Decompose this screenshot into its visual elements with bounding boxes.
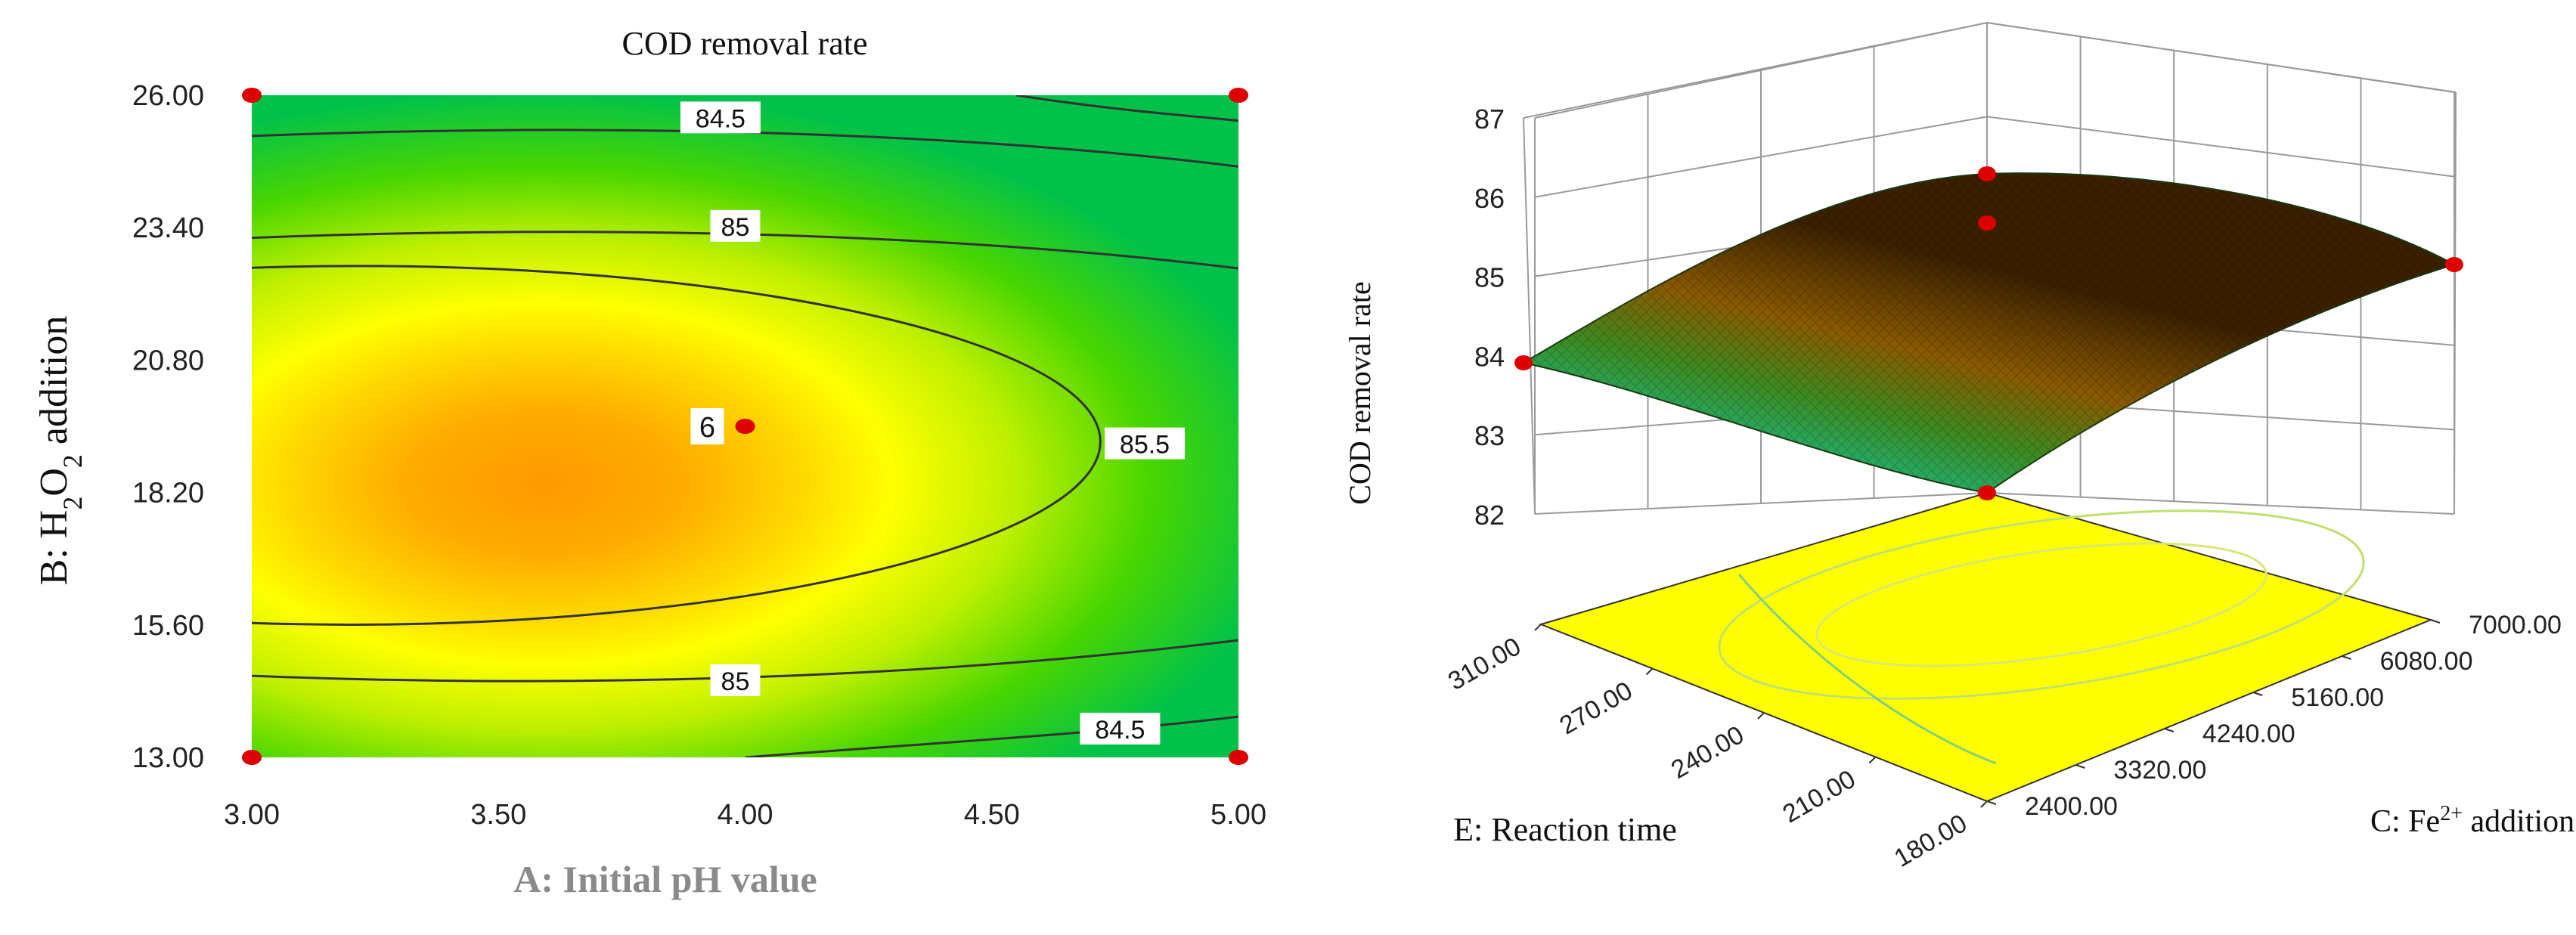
surface-mesh [1524,173,2454,493]
y-tick-label: 23.40 [132,212,204,244]
z-axis-label: COD removal rate [1343,281,1377,504]
design-point [242,750,262,765]
contour-label: 85 [710,664,761,696]
contour-line [1016,95,1238,122]
x-tick-label: 4.00 [718,799,773,831]
e-tick-label: 270.00 [1555,676,1637,741]
surface-design-point [1978,166,1996,181]
svg-text:84.5: 84.5 [1095,716,1145,745]
z-tick-labels: 82 83 84 85 86 87 [1474,104,1505,531]
contour-label: 84.5 [1080,712,1161,745]
svg-text:84.5: 84.5 [696,104,746,133]
surface-design-point [2445,257,2463,272]
contour-line [252,231,1238,270]
c-tick-label: 7000.00 [2469,611,2562,639]
e-tick-label: 240.00 [1666,720,1749,785]
y-axis-label: B: H2O2 addition [33,316,88,586]
y-tick-label: 18.20 [132,478,204,509]
y-tick-label: 15.60 [132,610,204,642]
design-point [242,88,262,103]
x-axis-label: A: Initial pH value [513,858,817,900]
x-tick-labels: 3.00 3.50 4.00 4.50 5.00 [224,799,1266,831]
surface-design-point [1978,215,1996,231]
c-tick-label: 5160.00 [2291,683,2384,712]
z-tick-label: 85 [1474,262,1505,293]
e-tick-label: 210.00 [1778,765,1860,829]
center-point: 6 [690,408,755,444]
c-tick-label: 6080.00 [2380,647,2473,676]
e-tick-label: 180.00 [1889,809,1972,873]
e-tick-label: 310.00 [1443,632,1526,696]
response-surface [1521,172,2457,494]
c-tick-label: 3320.00 [2113,756,2206,785]
y-tick-label: 20.80 [132,345,204,376]
c-tick-label: 4240.00 [2202,720,2295,748]
surface-design-points [1514,166,2463,500]
c-axis-tick-labels: 2400.00 3320.00 4240.00 5160.00 6080.00 7000.… [1986,611,2562,821]
y-tick-label: 26.00 [132,80,204,112]
contour-title: COD removal rate [622,25,868,62]
x-tick-label: 5.00 [1211,799,1266,831]
z-tick-label: 83 [1474,420,1505,451]
y-tick-labels: 13.00 15.60 18.20 20.80 23.40 26.00 [132,80,204,774]
z-tick-label: 84 [1474,341,1505,372]
surface-design-point [1978,485,1996,500]
x-tick-label: 3.50 [470,799,526,831]
surface-plot: 82 83 84 85 86 87 2400.00 3320.00 4240.00 5160.0… [1343,21,2574,873]
contour-label: 84.5 [680,101,761,134]
svg-text:85: 85 [721,213,750,242]
design-point [1229,750,1248,765]
surface-design-point [1514,355,1533,370]
contour-label: 85 [710,209,761,242]
x-tick-label: 4.50 [964,799,1020,831]
z-tick-label: 87 [1474,104,1505,135]
e-axis-label: E: Reaction time [1453,811,1677,848]
contour-line [745,715,1238,757]
z-tick-label: 86 [1474,183,1505,214]
x-tick-label: 3.00 [224,799,280,831]
design-points: 6 [242,88,1248,765]
contour-plot: COD removal rate 84.5 85 85.5 85 84.5 6 3.00… [33,25,1266,900]
contour-line [252,265,1102,626]
c-axis-label: C: Fe2+ addition [2370,802,2574,840]
svg-text:6: 6 [699,412,715,444]
c-tick-label: 2400.00 [2025,792,2118,821]
design-point [1229,88,1248,103]
svg-text:85.5: 85.5 [1120,431,1170,460]
contour-line [252,128,1238,168]
contour-line [252,639,1238,683]
z-tick-label: 82 [1474,500,1505,531]
contour-labels: 84.5 85 85.5 85 84.5 [680,101,1186,745]
svg-text:85: 85 [721,667,750,696]
contour-label: 85.5 [1105,427,1186,460]
contour-lines [252,95,1238,757]
z-grid-line [1534,21,2455,119]
floor-contours [1718,509,2365,765]
y-tick-label: 13.00 [132,742,204,774]
